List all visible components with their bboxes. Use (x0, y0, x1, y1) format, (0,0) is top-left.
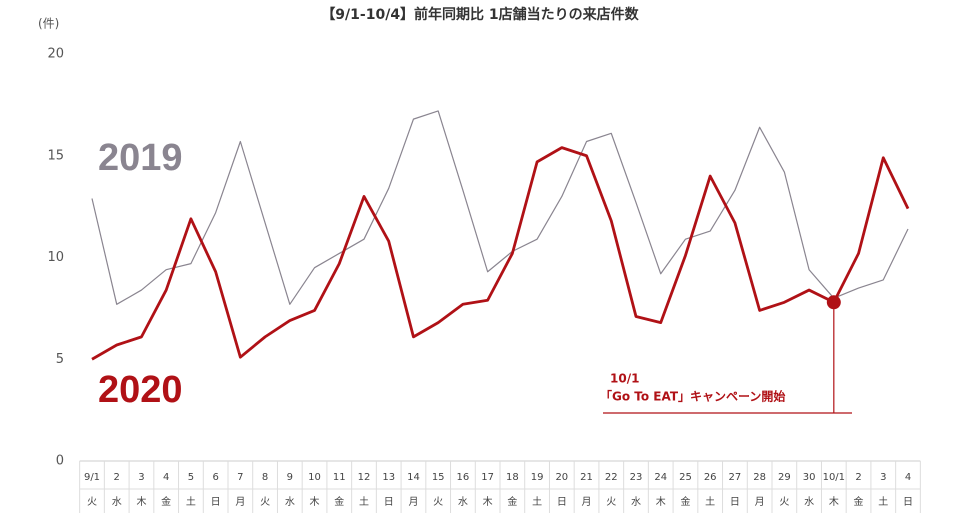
x-tick-label: 7 (237, 472, 243, 483)
y-tick-label: 15 (47, 148, 64, 163)
x-tick-label: 9/1 (84, 472, 100, 483)
series-line (91, 110, 909, 305)
weekday-label: 水 (285, 496, 295, 508)
weekday-label: 水 (631, 496, 641, 508)
x-tick-label: 21 (580, 472, 593, 483)
x-tick-label: 15 (432, 472, 445, 483)
weekday-label: 木 (656, 496, 666, 508)
x-tick-label: 10/1 (823, 472, 845, 483)
weekday-label: 日 (730, 497, 740, 508)
x-tick-label: 27 (729, 472, 742, 483)
weekday-label: 火 (260, 496, 270, 508)
weekday-label: 金 (680, 495, 690, 508)
weekday-label: 木 (136, 496, 146, 508)
y-tick-label: 20 (47, 47, 64, 62)
x-tick-label: 23 (630, 472, 643, 483)
x-tick-label: 6 (212, 472, 218, 483)
series-label: 2019 (98, 137, 183, 179)
chart-title: 【9/1-10/4】前年同期比 1店舗当たりの来店件数 (321, 6, 639, 23)
x-tick-label: 8 (262, 472, 268, 483)
weekday-label: 金 (854, 495, 864, 508)
y-tick-label: 5 (56, 352, 64, 367)
weekday-label: 火 (779, 496, 789, 508)
annotation-marker (826, 295, 841, 310)
y-unit: (件) (38, 17, 59, 31)
weekday-label: 月 (582, 496, 592, 508)
x-tick-label: 17 (481, 472, 494, 483)
x-tick-label: 24 (654, 472, 667, 483)
weekday-label: 水 (804, 496, 814, 508)
weekday-label: 火 (433, 496, 443, 508)
weekday-label: 土 (878, 495, 888, 508)
x-tick-label: 11 (333, 472, 346, 483)
x-tick-label: 16 (457, 472, 470, 483)
weekday-label: 月 (755, 496, 765, 508)
weekday-label: 木 (829, 496, 839, 508)
weekday-label: 月 (235, 496, 245, 508)
weekday-label: 火 (87, 496, 97, 508)
weekday-label: 土 (186, 495, 196, 508)
annotation-text: 「Go To EAT」キャンペーン開始 (600, 389, 785, 404)
x-tick-label: 3 (138, 472, 144, 483)
y-tick-label: 10 (47, 250, 64, 265)
weekday-label: 金 (334, 495, 344, 508)
series-line (91, 146, 910, 361)
x-tick-label: 14 (407, 472, 420, 483)
x-tick-label: 30 (803, 472, 816, 483)
x-tick-label: 19 (531, 472, 544, 483)
x-tick-label: 18 (506, 472, 519, 483)
y-tick-label: 0 (56, 454, 64, 469)
x-tick-label: 28 (753, 472, 766, 483)
x-tick-label: 2 (114, 472, 120, 483)
weekday-label: 日 (384, 497, 394, 508)
x-tick-label: 4 (905, 472, 911, 483)
x-tick-label: 12 (358, 472, 371, 483)
series-label: 2020 (98, 369, 183, 411)
weekday-label: 土 (359, 495, 369, 508)
weekday-label: 水 (458, 496, 468, 508)
weekday-label: 火 (606, 496, 616, 508)
x-tick-label: 22 (605, 472, 618, 483)
weekday-label: 木 (310, 496, 320, 508)
weekday-label: 日 (211, 497, 221, 508)
weekday-label: 水 (112, 496, 122, 508)
x-tick-label: 25 (679, 472, 692, 483)
x-tick-label: 2 (855, 472, 861, 483)
annotation-date: 10/1 (610, 372, 639, 386)
x-tick-label: 9 (287, 472, 293, 483)
x-tick-label: 13 (382, 472, 395, 483)
x-tick-label: 4 (163, 472, 169, 483)
weekday-label: 金 (161, 495, 171, 508)
x-tick-label: 10 (308, 472, 321, 483)
weekday-label: 金 (507, 495, 517, 508)
weekday-label: 月 (408, 496, 418, 508)
x-tick-label: 20 (555, 472, 568, 483)
weekday-label: 木 (483, 496, 493, 508)
x-tick-label: 29 (778, 472, 791, 483)
weekday-label: 土 (705, 495, 715, 508)
x-tick-label: 3 (880, 472, 886, 483)
weekday-label: 日 (903, 497, 913, 508)
x-tick-label: 5 (188, 472, 194, 483)
weekday-label: 日 (557, 497, 567, 508)
x-tick-label: 26 (704, 472, 717, 483)
weekday-label: 土 (532, 495, 542, 508)
